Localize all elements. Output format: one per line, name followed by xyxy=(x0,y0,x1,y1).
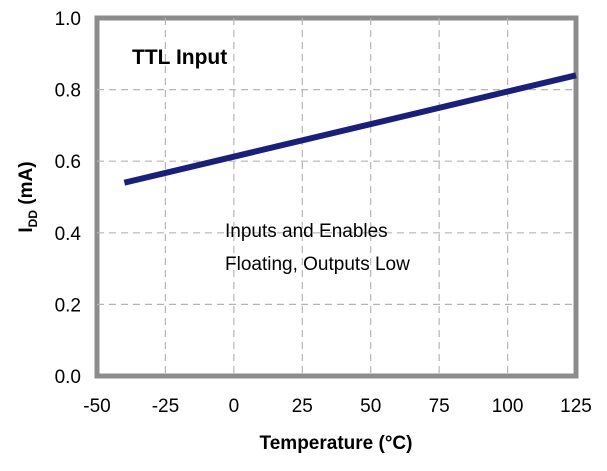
y-axis-label-main: I xyxy=(16,227,37,232)
x-tick-label: -25 xyxy=(152,396,179,417)
series-line xyxy=(123,72,577,186)
grid xyxy=(97,18,576,376)
annotation-line-1: Inputs and Enables xyxy=(225,221,388,242)
x-tick-label: 50 xyxy=(360,396,381,417)
y-tick-label: 0.8 xyxy=(55,81,81,102)
x-tick-label: 125 xyxy=(560,396,592,417)
x-axis-label: Temperature (°C) xyxy=(260,433,413,454)
annotation-line-2: Floating, Outputs Low xyxy=(225,254,410,275)
y-tick-label: 0.4 xyxy=(55,224,82,245)
series-layer xyxy=(123,72,577,186)
y-tick-label: 0.2 xyxy=(55,295,81,316)
y-axis-label-unit: (mA) xyxy=(16,161,37,210)
plot-area xyxy=(94,15,579,379)
x-tick-label: 100 xyxy=(492,396,524,417)
y-tick-label: 0.0 xyxy=(55,367,81,388)
x-tick-label: 25 xyxy=(292,396,313,417)
x-tick-label: 0 xyxy=(229,396,240,417)
y-tick-label: 0.6 xyxy=(55,152,81,173)
tick-labels: -50 -25 0 25 50 75 100 125 0.0 0.2 0.4 0.6 0.8 1.0 xyxy=(55,9,592,417)
y-axis-label: IDD (mA) xyxy=(16,161,40,232)
x-tick-label: 75 xyxy=(429,396,450,417)
chart-title: TTL Input xyxy=(132,46,227,69)
y-tick-label: 1.0 xyxy=(55,9,81,30)
y-axis-label-subscript: DD xyxy=(26,210,40,228)
x-tick-label: -50 xyxy=(83,396,110,417)
